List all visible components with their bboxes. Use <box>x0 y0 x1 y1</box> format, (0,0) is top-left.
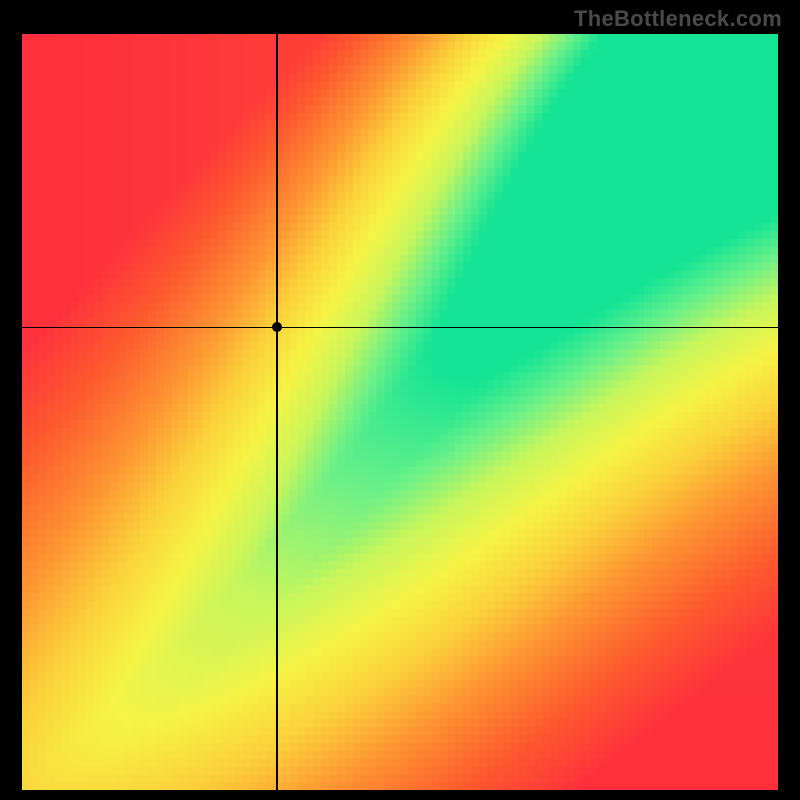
crosshair-vertical <box>276 34 278 790</box>
crosshair-horizontal <box>22 327 778 329</box>
selection-marker <box>272 322 282 332</box>
bottleneck-heatmap <box>22 34 778 790</box>
watermark-label: TheBottleneck.com <box>574 6 782 32</box>
chart-container: TheBottleneck.com <box>0 0 800 800</box>
